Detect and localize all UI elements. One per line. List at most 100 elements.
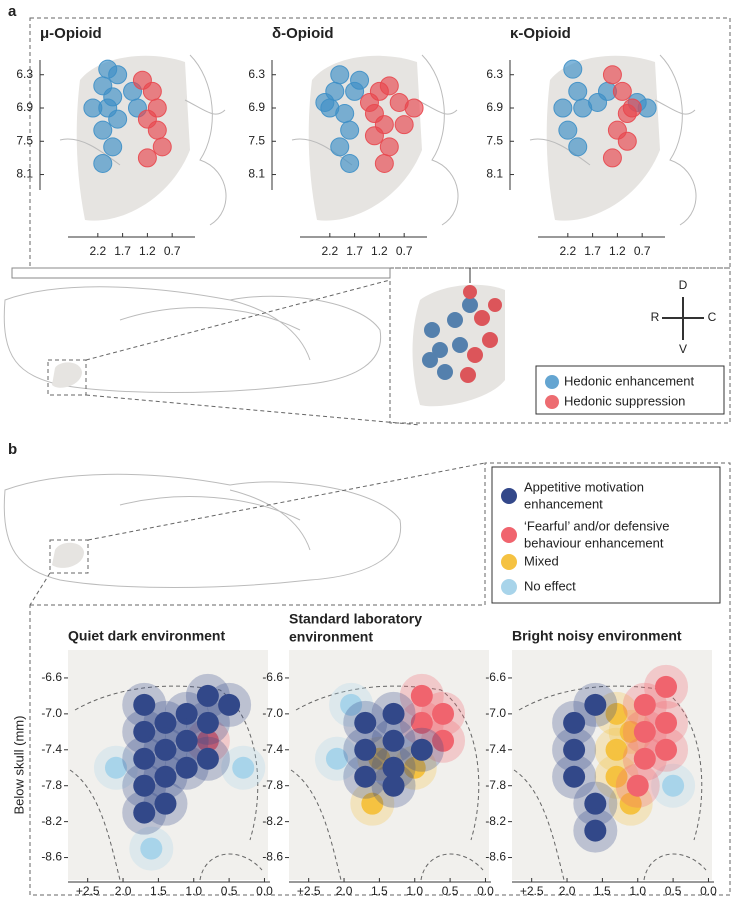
x-tick-label: 1.7	[346, 244, 363, 258]
legend-swatch	[545, 395, 559, 409]
site-dot	[343, 754, 388, 799]
site-dot	[164, 745, 209, 790]
x-tick-label: 1.5	[594, 884, 611, 898]
plot-title: δ-Opioid	[272, 25, 334, 42]
site-dot	[612, 81, 632, 101]
x-tick-label: 2.2	[559, 244, 576, 258]
brain-outline	[119, 489, 311, 551]
region-outline	[69, 685, 263, 881]
x-tick-label: +2.5	[297, 884, 321, 898]
site-dot	[221, 745, 266, 790]
y-tick-label: -8.6	[41, 850, 62, 864]
x-tick-label: 1.0	[406, 884, 423, 898]
site-dot	[122, 763, 167, 808]
site-dot	[108, 65, 128, 85]
plot-title: Standard laboratory	[289, 611, 422, 627]
frame	[389, 267, 731, 424]
x-tick-label: 1.2	[609, 244, 626, 258]
y-tick-label: -6.6	[262, 670, 283, 684]
site-dot	[399, 673, 444, 718]
zoom-line	[85, 279, 421, 426]
x-tick-label: 0.5	[442, 884, 459, 898]
x-tick-label: 1.7	[114, 244, 131, 258]
y-tick-label: 6.3	[486, 67, 503, 81]
y-tick-label: -7.0	[485, 706, 506, 720]
y-tick-label: 8.1	[16, 167, 33, 181]
legend-box	[491, 466, 721, 604]
site-dot	[371, 763, 416, 808]
zoom-box	[47, 359, 87, 396]
site-dot	[421, 718, 466, 763]
site-dot	[651, 763, 696, 808]
legend-swatch	[545, 375, 559, 389]
site-dot	[573, 808, 618, 853]
brain-outline	[119, 299, 311, 361]
site-dot	[399, 700, 444, 745]
site-dot	[615, 763, 660, 808]
x-tick-label: 0.0	[700, 884, 717, 898]
site-dot	[164, 718, 209, 763]
panel-label: a	[8, 3, 17, 20]
site-dot	[568, 81, 588, 101]
y-tick-label: -7.4	[41, 742, 62, 756]
site-dot	[602, 65, 622, 85]
site-dot	[594, 691, 639, 736]
brain-outline	[3, 473, 402, 588]
legend-label: behaviour enhancement	[524, 535, 664, 550]
site-dot	[143, 781, 188, 826]
site-dot	[137, 148, 157, 168]
legend-swatch	[501, 554, 517, 570]
site-dot	[568, 137, 588, 157]
y-tick-label: -7.8	[41, 778, 62, 792]
x-tick-label: 2.0	[115, 884, 132, 898]
x-tick-label: +2.5	[520, 884, 544, 898]
site-dot	[143, 700, 188, 745]
site-dot	[573, 682, 618, 727]
site-dot	[122, 682, 167, 727]
site-dot	[330, 137, 350, 157]
site-dot	[122, 790, 167, 835]
x-tick-label: 1.2	[139, 244, 156, 258]
site-dot	[129, 826, 174, 871]
site-dot	[143, 754, 188, 799]
site-dot	[379, 76, 399, 96]
frame	[29, 17, 731, 269]
region-outline	[290, 685, 484, 881]
bracket	[11, 267, 391, 279]
site-dot	[340, 153, 360, 173]
plot-title: μ-Opioid	[40, 25, 102, 42]
y-tick-label: -8.2	[41, 814, 62, 828]
plot-title: Bright noisy environment	[512, 628, 682, 644]
y-tick-label: 6.3	[248, 67, 265, 81]
y-tick-label: -8.6	[485, 850, 506, 864]
site-dot	[185, 736, 230, 781]
legend-swatch	[501, 527, 517, 543]
site-dot	[142, 81, 162, 101]
site-dot	[552, 754, 597, 799]
zoom-line	[29, 462, 486, 606]
site-dot	[350, 70, 370, 90]
y-tick-label: -7.0	[41, 706, 62, 720]
y-tick-label: 7.5	[486, 133, 503, 147]
legend-swatch	[501, 488, 517, 504]
site-dot	[552, 700, 597, 745]
site-dot	[622, 682, 667, 727]
legend-label: Mixed	[524, 553, 559, 568]
legend-label: No effect	[524, 578, 576, 593]
site-dot	[374, 153, 394, 173]
x-tick-label: 0.5	[665, 884, 682, 898]
site-dot	[552, 727, 597, 772]
site-dot	[644, 727, 689, 772]
x-tick-label: 0.5	[221, 884, 238, 898]
x-tick-label: +2.5	[76, 884, 100, 898]
site-dot	[93, 153, 113, 173]
plot-title: κ-Opioid	[510, 25, 571, 42]
y-tick-label: -7.8	[485, 778, 506, 792]
y-tick-label: 6.9	[16, 100, 33, 114]
y-tick-label: -7.0	[262, 706, 283, 720]
compass-label: R	[651, 310, 660, 324]
site-dot	[329, 682, 374, 727]
site-dot	[399, 727, 444, 772]
site-dot	[594, 727, 639, 772]
